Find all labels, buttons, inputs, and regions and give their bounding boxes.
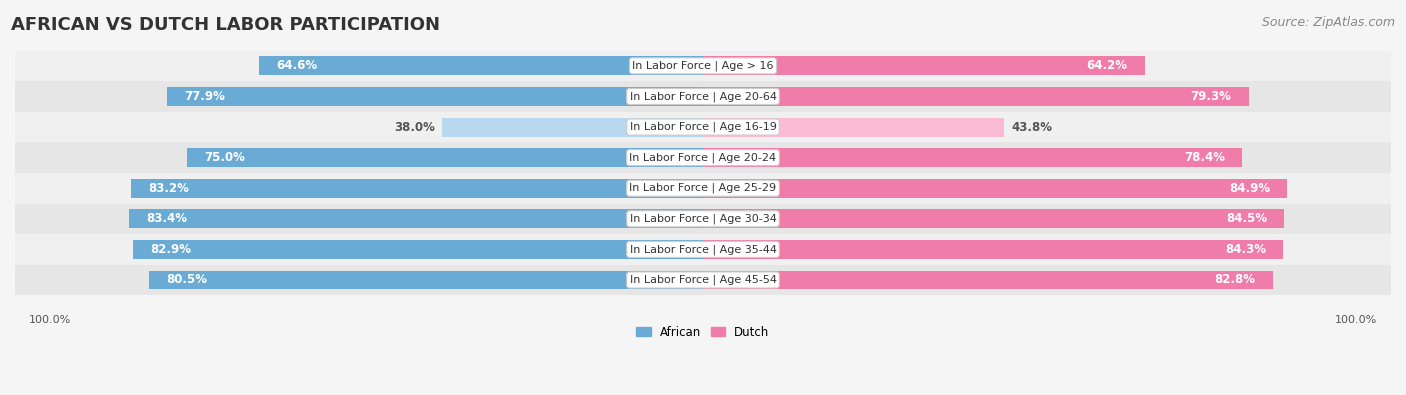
Bar [167,87,703,106]
Bar [703,271,1272,290]
Bar [15,51,1391,81]
Text: In Labor Force | Age 45-54: In Labor Force | Age 45-54 [630,275,776,285]
Text: 43.8%: 43.8% [1011,120,1052,134]
Text: 83.4%: 83.4% [146,212,187,225]
Bar [149,271,703,290]
Bar [703,179,1286,198]
Bar [187,148,703,167]
Text: 75.0%: 75.0% [204,151,245,164]
Text: In Labor Force | Age 25-29: In Labor Force | Age 25-29 [630,183,776,194]
Text: 78.4%: 78.4% [1184,151,1225,164]
Text: Source: ZipAtlas.com: Source: ZipAtlas.com [1261,16,1395,29]
Text: 100.0%: 100.0% [1334,315,1378,325]
Bar [703,148,1243,167]
Text: 84.5%: 84.5% [1226,212,1267,225]
Bar [15,142,1391,173]
Text: 77.9%: 77.9% [184,90,225,103]
Bar [131,179,703,198]
Bar [129,209,703,228]
Text: 38.0%: 38.0% [394,120,434,134]
Bar [132,240,703,259]
Text: 80.5%: 80.5% [166,273,207,286]
Text: 100.0%: 100.0% [28,315,72,325]
Bar [15,112,1391,142]
Bar [15,81,1391,112]
Bar [703,56,1144,75]
Text: 84.9%: 84.9% [1229,182,1270,195]
Bar [15,173,1391,203]
Bar [15,265,1391,295]
Bar [703,118,1004,137]
Text: In Labor Force | Age 35-44: In Labor Force | Age 35-44 [630,244,776,255]
Text: 64.2%: 64.2% [1087,59,1128,72]
Text: 64.6%: 64.6% [276,59,316,72]
Text: 82.9%: 82.9% [150,243,191,256]
Text: 79.3%: 79.3% [1191,90,1232,103]
Bar [15,203,1391,234]
Text: In Labor Force | Age 20-64: In Labor Force | Age 20-64 [630,91,776,102]
Text: 83.2%: 83.2% [148,182,188,195]
Bar [441,118,703,137]
Bar [703,87,1249,106]
Bar [703,209,1284,228]
Text: In Labor Force | Age 20-24: In Labor Force | Age 20-24 [630,152,776,163]
Bar [15,234,1391,265]
Bar [259,56,703,75]
Text: In Labor Force | Age > 16: In Labor Force | Age > 16 [633,60,773,71]
Text: 82.8%: 82.8% [1215,273,1256,286]
Text: 84.3%: 84.3% [1225,243,1265,256]
Legend: African, Dutch: African, Dutch [631,321,775,343]
Text: AFRICAN VS DUTCH LABOR PARTICIPATION: AFRICAN VS DUTCH LABOR PARTICIPATION [11,16,440,34]
Text: In Labor Force | Age 30-34: In Labor Force | Age 30-34 [630,214,776,224]
Text: In Labor Force | Age 16-19: In Labor Force | Age 16-19 [630,122,776,132]
Bar [703,240,1284,259]
